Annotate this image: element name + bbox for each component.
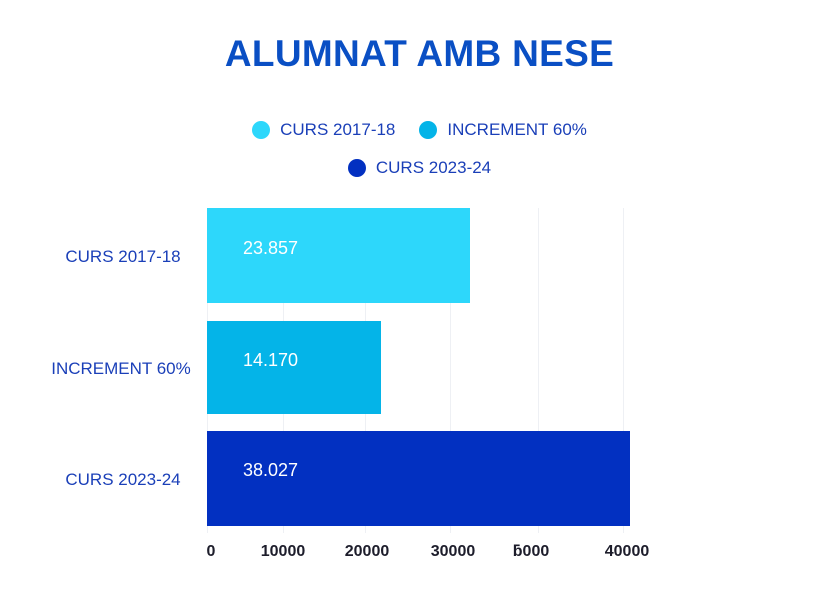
x-tick-label: ƃ000 [512, 543, 550, 560]
legend-row-1: CURS 2017-18 INCREMENT 60% [0, 120, 839, 140]
legend-label: INCREMENT 60% [447, 120, 587, 139]
bar-value-label: 14.170 [243, 350, 299, 370]
gridline [623, 208, 624, 533]
legend-dot-icon [252, 121, 271, 139]
legend-item-increment: INCREMENT 60% [419, 120, 587, 140]
legend-item-curs-2023-24: CURS 2023-24 [347, 158, 492, 178]
x-tick-label: 20000 [344, 543, 390, 560]
bar-value-label: 38.027 [243, 460, 299, 480]
x-tick-label: 10000 [260, 543, 306, 560]
chart-title: ALUMNAT AMB NESE [224, 33, 615, 74]
bar-value-label: 23.857 [243, 238, 299, 258]
y-axis-label: CURS 2017-18 [65, 247, 181, 266]
x-tick-label: 40000 [604, 543, 650, 560]
legend-dot-icon [347, 159, 366, 177]
y-axis-label: INCREMENT 60% [51, 359, 191, 378]
y-axis-label: CURS 2023-24 [65, 470, 181, 489]
bar-increment-60: 14.170 [207, 321, 381, 414]
legend-item-curs-2017-18: CURS 2017-18 [252, 120, 395, 140]
x-tick-label: 30000 [430, 543, 476, 560]
bar-curs-2017-18: 23.857 [207, 208, 470, 303]
bar-curs-2023-24: 38.027 [207, 431, 630, 526]
legend-row-2: CURS 2023-24 [0, 158, 839, 178]
legend-dot-icon [419, 121, 438, 139]
gridline [538, 208, 539, 533]
legend-label: CURS 2017-18 [280, 120, 396, 139]
x-tick-label: 0 [206, 543, 216, 560]
gridline [450, 208, 451, 533]
legend-label: CURS 2023-24 [375, 158, 492, 177]
